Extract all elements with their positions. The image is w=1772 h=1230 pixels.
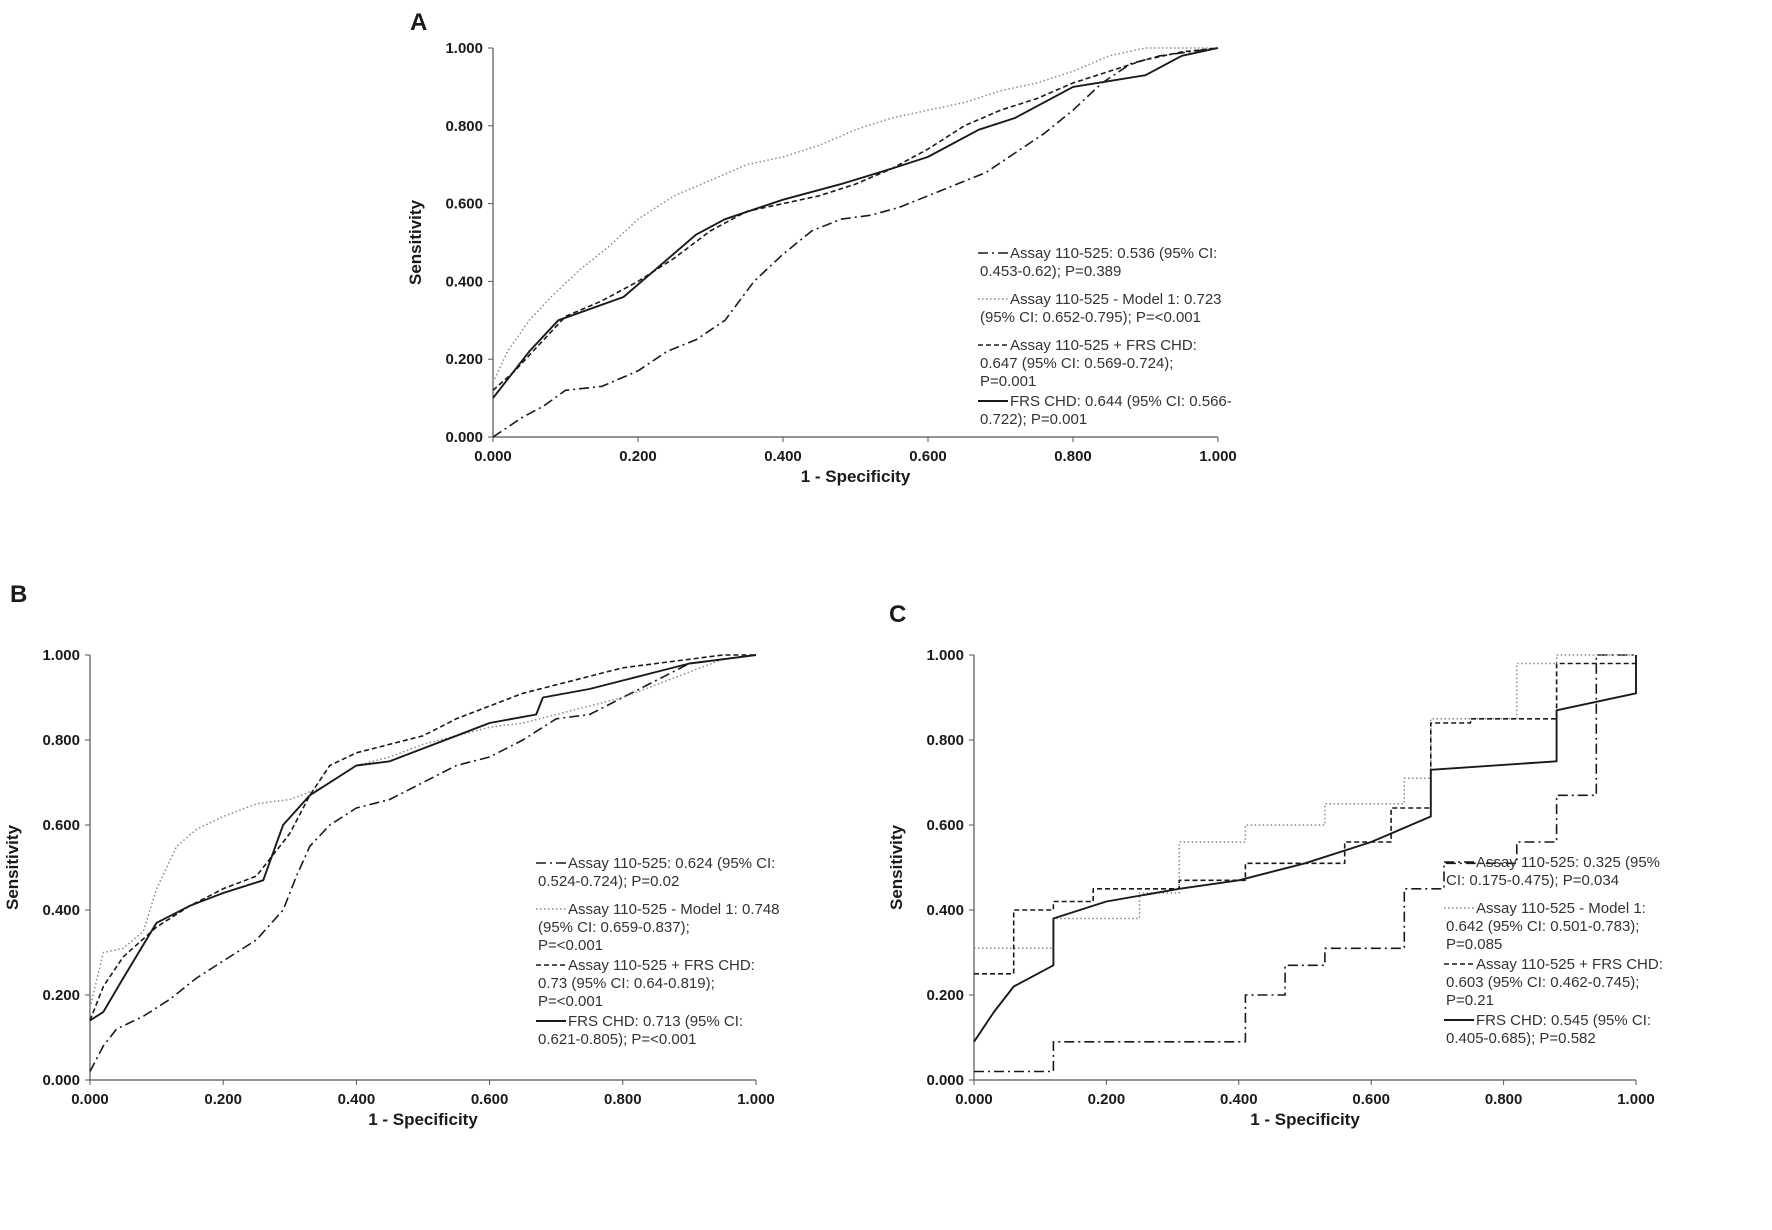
panel-letter: C bbox=[889, 601, 906, 628]
legend-label-frs-chd: 0.722); P=0.001 bbox=[980, 411, 1087, 428]
chart-panel-c: C 0.000 0.200 0.400 0.600 0.800 1.000 0.000 0.20… bbox=[880, 575, 1772, 1230]
x-tick-label: 0.600 bbox=[1352, 1091, 1390, 1108]
x-tick-label: 0.200 bbox=[1088, 1091, 1126, 1108]
legend-label-assay-plus-frs: 0.73 (95% CI: 0.64-0.819); bbox=[538, 975, 715, 992]
x-tick-label: 0.000 bbox=[474, 448, 512, 465]
y-tick-label: 0.600 bbox=[445, 196, 483, 213]
y-tick-label: 0.200 bbox=[42, 987, 80, 1004]
y-tick-label: 1.000 bbox=[42, 647, 80, 664]
series-line-frs-chd bbox=[492, 47, 1219, 399]
series-line-assay bbox=[974, 654, 1636, 1073]
x-axis-title: 1 - Specificity bbox=[1250, 1110, 1360, 1129]
x-tick-label: 0.200 bbox=[619, 448, 657, 465]
legend-label-model-1: Assay 110-525 - Model 1: bbox=[1476, 900, 1646, 917]
x-tick-label: 0.800 bbox=[604, 1091, 642, 1108]
series-line-assay-plus-frs bbox=[974, 662, 1636, 975]
roc-chart-a: A 0.000 0.200 0.400 0.600 0.800 1.000 0.000 0.20… bbox=[406, 9, 1237, 486]
series-line-model-1 bbox=[89, 654, 757, 1008]
series-line-model-1 bbox=[492, 47, 1218, 383]
x-tick-label: 0.800 bbox=[1054, 448, 1092, 465]
legend-label-model-1: (95% CI: 0.652-0.795); P=<0.001 bbox=[980, 309, 1201, 326]
series-line-assay-plus-frs bbox=[89, 654, 756, 1021]
x-axis-title: 1 - Specificity bbox=[801, 467, 911, 486]
legend-label-assay: Assay 110-525: 0.624 (95% CI: bbox=[568, 855, 775, 872]
x-tick-label: 0.400 bbox=[338, 1091, 376, 1108]
y-tick-label: 0.400 bbox=[42, 902, 80, 919]
legend-label-assay-plus-frs: Assay 110-525 + FRS CHD: bbox=[1476, 956, 1663, 973]
x-tick-label: 0.200 bbox=[204, 1091, 242, 1108]
x-tick-label: 0.600 bbox=[471, 1091, 509, 1108]
series-line-assay bbox=[492, 47, 1219, 438]
y-tick-label: 0.800 bbox=[445, 118, 483, 135]
legend-label-assay-plus-frs: P=<0.001 bbox=[538, 993, 603, 1010]
legend-label-assay: 0.524-0.724); P=0.02 bbox=[538, 873, 679, 890]
legend: Assay 110-525: 0.536 (95% CI:0.453-0.62)… bbox=[978, 245, 1232, 428]
legend-label-model-1: 0.642 (95% CI: 0.501-0.783); bbox=[1446, 918, 1639, 935]
legend-label-assay: Assay 110-525: 0.536 (95% CI: bbox=[1010, 245, 1217, 262]
y-tick-label: 0.400 bbox=[445, 273, 483, 290]
panel-letter: B bbox=[10, 581, 27, 608]
legend-label-model-1: P=0.085 bbox=[1446, 936, 1502, 953]
legend: Assay 110-525: 0.325 (95%CI: 0.175-0.475… bbox=[1444, 854, 1663, 1047]
y-tick-label: 1.000 bbox=[445, 40, 483, 57]
x-tick-label: 0.400 bbox=[1220, 1091, 1258, 1108]
chart-a-group: A 0.000 0.200 0.400 0.600 0.800 1.000 0.000 0.20… bbox=[406, 9, 1237, 486]
series-line-assay-plus-frs bbox=[492, 47, 1219, 391]
y-tick-label: 0.000 bbox=[926, 1072, 964, 1089]
panel-letter: A bbox=[410, 9, 427, 36]
y-axis-title: Sensitivity bbox=[406, 199, 425, 285]
y-tick-label: 0.600 bbox=[42, 817, 80, 834]
y-axis-title: Sensitivity bbox=[3, 824, 22, 910]
x-tick-label: 0.600 bbox=[909, 448, 947, 465]
legend-label-model-1: Assay 110-525 - Model 1: 0.723 bbox=[1010, 291, 1222, 308]
roc-chart-b: B 0.000 0.200 0.400 0.600 0.800 1.000 0.000 0.20… bbox=[3, 581, 780, 1129]
legend-label-assay-plus-frs: 0.603 (95% CI: 0.462-0.745); bbox=[1446, 974, 1639, 991]
legend-label-frs-chd: FRS CHD: 0.644 (95% CI: 0.566- bbox=[1010, 393, 1232, 410]
legend-label-assay: 0.453-0.62); P=0.389 bbox=[980, 263, 1121, 280]
legend-label-assay-plus-frs: Assay 110-525 + FRS CHD: bbox=[1010, 337, 1197, 354]
legend-label-model-1: (95% CI: 0.659-0.837); bbox=[538, 919, 690, 936]
x-tick-label: 1.000 bbox=[1199, 448, 1237, 465]
x-axis-title: 1 - Specificity bbox=[368, 1110, 478, 1129]
legend: Assay 110-525: 0.624 (95% CI:0.524-0.724… bbox=[536, 855, 780, 1048]
legend-label-frs-chd: FRS CHD: 0.713 (95% CI: bbox=[568, 1013, 743, 1030]
legend-label-frs-chd: 0.621-0.805); P=<0.001 bbox=[538, 1031, 696, 1048]
x-tick-label: 1.000 bbox=[737, 1091, 775, 1108]
legend-label-assay: Assay 110-525: 0.325 (95% bbox=[1476, 854, 1660, 871]
y-tick-label: 0.400 bbox=[926, 902, 964, 919]
y-axis-title: Sensitivity bbox=[887, 824, 906, 910]
chart-c-group: C 0.000 0.200 0.400 0.600 0.800 1.000 0.000 0.20… bbox=[887, 601, 1663, 1129]
series-line-assay bbox=[89, 654, 757, 1072]
y-tick-label: 0.200 bbox=[926, 987, 964, 1004]
y-tick-label: 0.800 bbox=[42, 732, 80, 749]
y-tick-label: 0.800 bbox=[926, 732, 964, 749]
x-tick-label: 1.000 bbox=[1617, 1091, 1655, 1108]
series-line-model-1 bbox=[974, 654, 1636, 950]
y-tick-label: 0.000 bbox=[42, 1072, 80, 1089]
legend-label-frs-chd: FRS CHD: 0.545 (95% CI: bbox=[1476, 1012, 1651, 1029]
legend-label-assay-plus-frs: 0.647 (95% CI: 0.569-0.724); bbox=[980, 355, 1173, 372]
x-tick-label: 0.000 bbox=[955, 1091, 993, 1108]
x-tick-label: 0.000 bbox=[71, 1091, 109, 1108]
x-tick-label: 0.800 bbox=[1485, 1091, 1523, 1108]
legend-label-assay-plus-frs: Assay 110-525 + FRS CHD: bbox=[568, 957, 755, 974]
chart-panel-b: B 0.000 0.200 0.400 0.600 0.800 1.000 0.000 0.20… bbox=[0, 575, 880, 1230]
legend-label-frs-chd: 0.405-0.685); P=0.582 bbox=[1446, 1030, 1596, 1047]
series-line-frs-chd bbox=[89, 654, 757, 1022]
legend-label-assay: CI: 0.175-0.475); P=0.034 bbox=[1446, 872, 1619, 889]
legend-label-assay-plus-frs: P=0.001 bbox=[980, 373, 1036, 390]
x-tick-label: 0.400 bbox=[764, 448, 802, 465]
roc-chart-c: C 0.000 0.200 0.400 0.600 0.800 1.000 0.000 0.20… bbox=[887, 601, 1663, 1129]
y-tick-label: 0.200 bbox=[445, 351, 483, 368]
chart-b-group: B 0.000 0.200 0.400 0.600 0.800 1.000 0.000 0.20… bbox=[3, 581, 780, 1129]
legend-label-model-1: Assay 110-525 - Model 1: 0.748 bbox=[568, 901, 780, 918]
y-tick-label: 0.600 bbox=[926, 817, 964, 834]
legend-label-model-1: P=<0.001 bbox=[538, 937, 603, 954]
chart-panel-a: A 0.000 0.200 0.400 0.600 0.800 1.000 0.000 0.20… bbox=[400, 0, 1280, 500]
y-tick-label: 0.000 bbox=[445, 429, 483, 446]
series-line-frs-chd bbox=[973, 655, 1637, 1043]
y-tick-label: 1.000 bbox=[926, 647, 964, 664]
legend-label-assay-plus-frs: P=0.21 bbox=[1446, 992, 1494, 1009]
